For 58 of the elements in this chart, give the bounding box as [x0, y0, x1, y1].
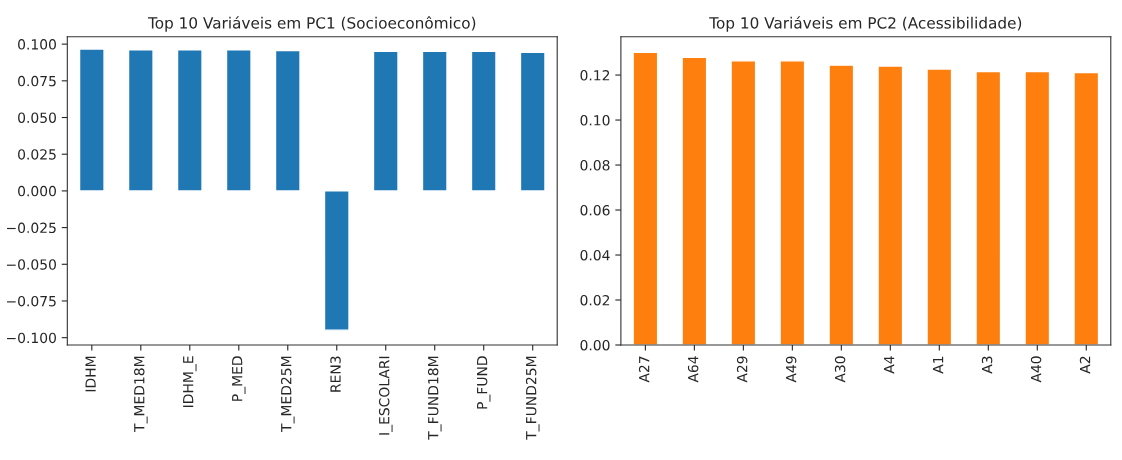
y-tick-label: 0.100	[18, 39, 56, 50]
bar	[78, 48, 105, 192]
x-tick-label: T_FUND25M	[525, 356, 540, 440]
bar	[323, 190, 350, 331]
y-tick-label: 0.02	[580, 294, 610, 306]
bar	[176, 49, 203, 192]
bar	[421, 50, 448, 192]
x-tick-label: A64	[687, 356, 699, 383]
x-tick-label: T_MED25M	[280, 356, 295, 432]
y-tick-label: 0.00	[580, 339, 610, 351]
y-tick-label: −0.050	[6, 259, 56, 270]
x-tick-label: A27	[638, 356, 650, 383]
bar	[877, 65, 904, 345]
bar	[681, 56, 708, 345]
bar	[519, 51, 546, 192]
chart-title: Top 10 Variáveis em PC2 (Acessibilidade)	[709, 16, 1022, 32]
bar	[372, 50, 399, 192]
bar	[470, 50, 497, 192]
y-tick-label: 0.10	[580, 115, 610, 126]
y-tick-label: −0.100	[6, 332, 56, 344]
x-tick-label: P_FUND	[477, 356, 491, 409]
x-tick-label: A4	[884, 356, 895, 374]
y-tick-label: 0.050	[18, 112, 56, 123]
x-tick-label: REN3	[330, 356, 341, 392]
x-tick-label: A49	[785, 356, 797, 383]
bar	[127, 49, 154, 192]
x-tick-label: T_FUND18M	[427, 356, 442, 440]
y-tick-label: −0.075	[6, 295, 56, 307]
bar	[975, 70, 1002, 345]
x-tick-label: A2	[1079, 356, 1091, 374]
bar	[1073, 71, 1100, 345]
bar	[1024, 70, 1051, 345]
x-tick-label: A30	[834, 356, 846, 383]
y-tick-label: 0.025	[18, 149, 56, 160]
x-tick-label: A1	[933, 356, 944, 374]
x-tick-label: A29	[736, 356, 748, 383]
bar	[779, 60, 806, 345]
x-tick-label: I_ESCOLARI	[378, 356, 393, 435]
chart-title: Top 10 Variáveis em PC1 (Socioeconômico)	[147, 16, 476, 32]
x-tick-label: IDHM_E	[183, 356, 197, 407]
bar	[730, 60, 757, 345]
x-tick-label: P_MED	[232, 356, 246, 401]
bar	[828, 64, 855, 345]
y-tick-label: 0.08	[580, 160, 610, 171]
x-tick-label: A40	[1030, 356, 1042, 383]
bar	[274, 49, 301, 192]
bar	[926, 68, 953, 345]
y-tick-label: −0.025	[6, 222, 56, 234]
bar	[225, 49, 252, 192]
y-tick-label: 0.12	[580, 70, 610, 81]
x-tick-label: T_MED18M	[134, 356, 148, 432]
x-tick-label: IDHM	[85, 356, 96, 392]
y-tick-label: 0.075	[18, 75, 56, 87]
y-tick-label: 0.04	[580, 249, 610, 261]
y-tick-label: 0.000	[18, 185, 56, 197]
bar	[632, 51, 659, 345]
y-tick-label: 0.06	[580, 204, 610, 216]
x-tick-label: A3	[981, 356, 993, 374]
